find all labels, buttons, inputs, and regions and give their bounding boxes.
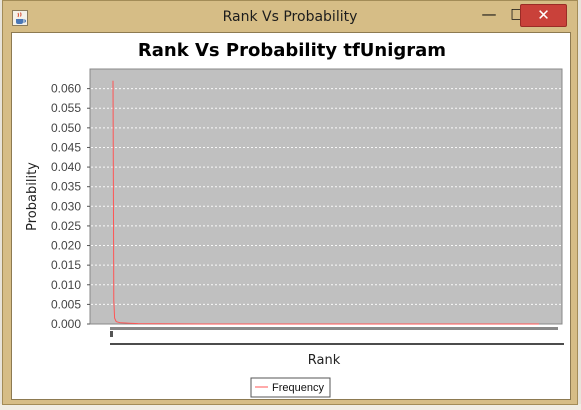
chart-panel: Rank Vs Probability tfUnigram 0.000 0.005 0…	[11, 32, 571, 400]
y-tick-label: 0.015	[51, 258, 81, 272]
y-tick-label: 0.025	[51, 219, 81, 233]
y-tick-label: 0.000	[51, 317, 81, 331]
legend-label-frequency: Frequency	[272, 382, 324, 394]
y-tick-label: 0.055	[51, 101, 81, 115]
window-title: Rank Vs Probability	[222, 9, 358, 25]
y-tick-label: 0.045	[51, 140, 81, 154]
y-tick-label: 0.005	[51, 297, 81, 311]
chart-svg: Rank Vs Probability tfUnigram 0.000 0.005 0…	[25, 40, 564, 398]
y-tick-label: 0.035	[51, 180, 81, 194]
desktop-edge-right	[577, 0, 581, 410]
chart-window: Rank Vs Probability — □ ✕ Rank Vs Probab…	[2, 0, 578, 405]
y-tick-label: 0.040	[51, 160, 81, 174]
close-button[interactable]: ✕	[520, 4, 567, 27]
x-axis-label: Rank	[308, 353, 341, 368]
java-cup-icon	[12, 10, 28, 26]
desktop-edge-bottom	[0, 404, 581, 410]
chart-title: Rank Vs Probability tfUnigram	[138, 40, 446, 61]
y-tick-label: 0.010	[51, 278, 81, 292]
y-tick-label: 0.060	[51, 82, 81, 96]
y-axis-label: Probability	[25, 162, 40, 231]
x-axis-dense-ticks	[110, 327, 558, 330]
title-bar[interactable]: Rank Vs Probability — □ ✕	[3, 1, 577, 33]
x-tick-label-cluster	[110, 331, 113, 337]
legend: Frequency	[250, 377, 331, 398]
series-line-frequency	[112, 80, 539, 325]
plot-area	[89, 68, 563, 325]
y-tick-label: 0.050	[51, 121, 81, 135]
y-tick-label: 0.030	[51, 199, 81, 213]
legend-box	[250, 377, 331, 398]
y-tick-label: 0.020	[51, 239, 81, 253]
minimize-button[interactable]: —	[481, 5, 497, 23]
